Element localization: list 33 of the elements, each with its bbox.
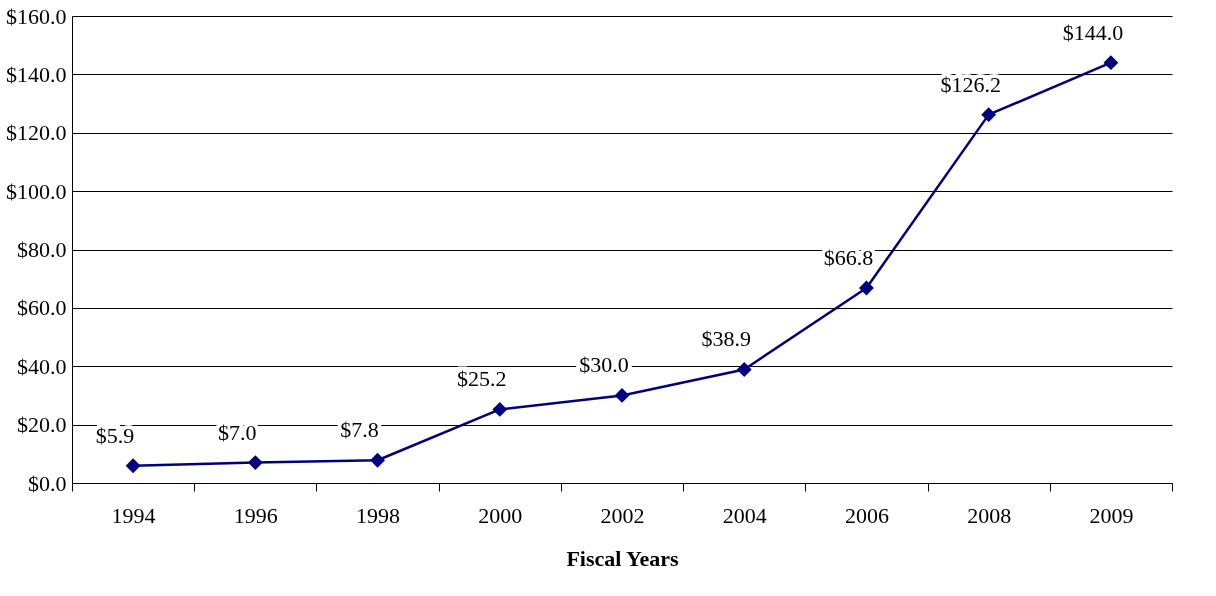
data-label: $5.9 — [95, 422, 135, 448]
data-label: $25.2 — [457, 366, 507, 392]
data-label: $38.9 — [701, 326, 751, 352]
x-tick-label: 1994 — [111, 502, 156, 528]
x-tick-label: 2006 — [844, 502, 889, 528]
point — [736, 362, 752, 377]
x-tick-label: 2004 — [722, 502, 767, 528]
y-tick-label: $60.0 — [17, 295, 67, 321]
y-tick-label: $100.0 — [6, 178, 67, 204]
y-tick-label: $0.0 — [28, 470, 67, 496]
x-tick-label: 2009 — [1089, 502, 1134, 528]
point — [492, 402, 508, 417]
y-tick-label: $80.0 — [17, 237, 67, 262]
data-label: $126.2 — [940, 71, 1001, 97]
data-label: $66.8 — [823, 245, 874, 271]
point — [370, 452, 385, 468]
y-tick-label: $40.0 — [17, 353, 67, 379]
x-axis-title: Fiscal Years — [566, 545, 680, 571]
point — [125, 458, 141, 474]
point — [247, 455, 263, 470]
y-tick-label: $20.0 — [17, 412, 67, 438]
x-tick-label: 2008 — [967, 502, 1012, 528]
y-tick-label: $140.0 — [6, 61, 67, 87]
data-label: $7.0 — [218, 419, 257, 445]
y-tick-label: $120.0 — [6, 120, 67, 146]
x-tick-label: 2002 — [600, 502, 645, 528]
point — [1103, 55, 1119, 71]
x-tick-label: 1998 — [356, 502, 401, 528]
x-tick-label: 2000 — [478, 502, 523, 528]
data-label: $144.0 — [1062, 19, 1124, 45]
x-tick-label: 1996 — [233, 502, 278, 528]
point — [981, 107, 997, 123]
y-tick-label: $160.0 — [6, 3, 67, 29]
